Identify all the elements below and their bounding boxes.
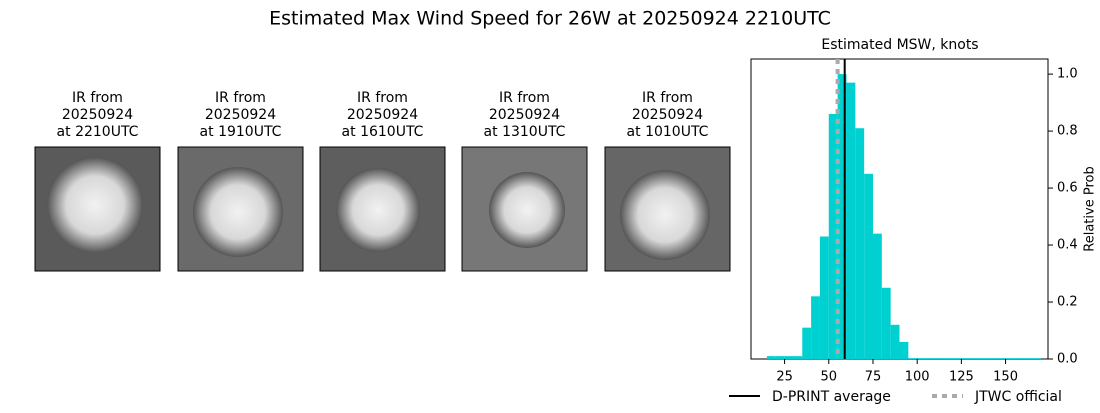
- bar: [987, 358, 997, 359]
- bar: [846, 82, 856, 359]
- bar: [766, 356, 776, 359]
- bar: [872, 233, 882, 359]
- panel-label: at 1610UTC: [342, 124, 424, 140]
- bar: [1023, 358, 1033, 359]
- bar: [855, 128, 865, 359]
- panel-label: IR from: [215, 90, 266, 106]
- chart-title: Estimated MSW, knots: [821, 37, 978, 53]
- ir-cloud: [193, 167, 283, 257]
- bar: [811, 296, 820, 359]
- bar: [1014, 358, 1024, 359]
- bar: [899, 341, 909, 359]
- bar: [908, 358, 918, 359]
- bar: [775, 356, 785, 359]
- bar: [996, 358, 1006, 359]
- y-tick-label: 0.0: [1057, 352, 1078, 367]
- panels: [34, 146, 731, 272]
- bar: [784, 356, 794, 359]
- ir-cloud: [489, 172, 565, 248]
- bar: [793, 356, 803, 359]
- y-axis-label: Relative Prob: [1083, 166, 1098, 251]
- panel-label: IR from: [357, 90, 408, 106]
- y-tick-label: 1.0: [1057, 67, 1078, 82]
- bar: [934, 358, 944, 359]
- plot-frame: [750, 58, 1049, 360]
- bar: [864, 173, 873, 359]
- y-tick-label: 0.6: [1057, 181, 1078, 196]
- ir-cloud: [336, 168, 420, 252]
- panel-label: at 2210UTC: [57, 124, 139, 140]
- panel-label: at 1310UTC: [484, 124, 566, 140]
- x-tick-label: 25: [776, 370, 793, 385]
- bar: [837, 74, 847, 359]
- panel-label: 20250924: [62, 107, 133, 123]
- bar: [917, 358, 927, 359]
- legend-label: D-PRINT average: [772, 389, 891, 405]
- panel-label: 20250924: [632, 107, 703, 123]
- y-tick-label: 0.8: [1057, 124, 1078, 139]
- bar: [802, 327, 812, 359]
- bar: [979, 358, 988, 359]
- bar: [961, 358, 971, 359]
- bar: [943, 358, 953, 359]
- x-tick-label: 125: [949, 370, 974, 385]
- ir-cloud: [47, 157, 143, 253]
- bar: [890, 324, 900, 359]
- panel-label: 20250924: [205, 107, 276, 123]
- panel-label: IR from: [72, 90, 123, 106]
- figure-title: Estimated Max Wind Speed for 26W at 2025…: [269, 8, 831, 30]
- panel-label: IR from: [642, 90, 693, 106]
- x-tick-label: 100: [905, 370, 930, 385]
- panel-label: IR from: [499, 90, 550, 106]
- bar: [926, 358, 935, 359]
- bar: [828, 113, 838, 360]
- bar: [970, 358, 980, 359]
- panel-label: 20250924: [489, 107, 560, 123]
- y-tick-label: 0.4: [1057, 238, 1078, 253]
- bar: [819, 236, 829, 359]
- bar: [881, 287, 891, 359]
- ir-cloud: [620, 170, 710, 260]
- x-tick-label: 75: [865, 370, 882, 385]
- y-tick-label: 0.2: [1057, 295, 1078, 310]
- bar: [952, 358, 962, 359]
- legend-label: JTWC official: [974, 389, 1062, 405]
- x-tick-label: 150: [993, 370, 1018, 385]
- panel-label: at 1010UTC: [627, 124, 709, 140]
- panel-label: 20250924: [347, 107, 418, 123]
- bar: [1032, 358, 1041, 359]
- x-tick-label: 50: [821, 370, 838, 385]
- panel-label: at 1910UTC: [200, 124, 282, 140]
- bar: [1005, 358, 1015, 359]
